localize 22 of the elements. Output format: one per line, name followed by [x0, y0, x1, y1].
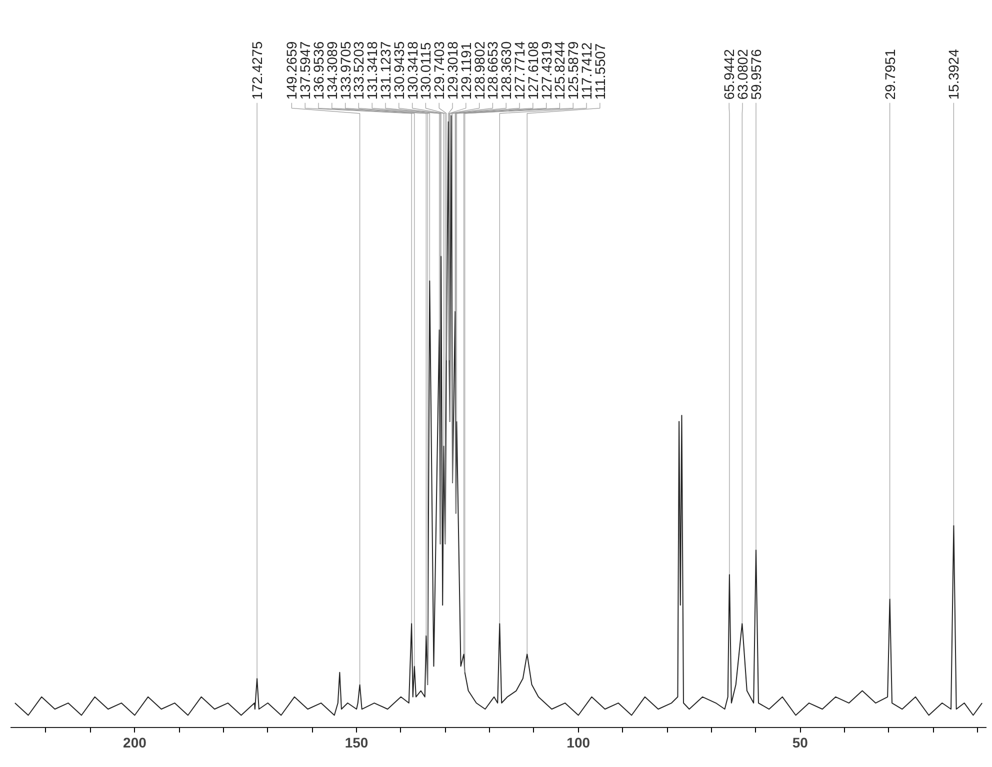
x-tick-label: 100 — [566, 734, 590, 750]
annotation: 59.9576 — [748, 48, 764, 100]
annotation: 125.5879 — [565, 41, 582, 100]
annotation: 131.3418 — [364, 41, 380, 100]
annotation: 127.4319 — [538, 41, 554, 100]
annotation: 172.4275 — [249, 41, 266, 100]
annotation: 15.3924 — [946, 48, 962, 100]
annotation: 133.5203 — [350, 41, 367, 100]
x-tick-label: 200 — [123, 734, 147, 750]
x-tick-label: 150 — [344, 734, 368, 750]
x-tick-label: 50 — [792, 734, 808, 750]
annotation: 125.8244 — [552, 41, 568, 100]
annotation: 130.3418 — [404, 41, 420, 100]
annotation: 128.9802 — [471, 41, 488, 100]
annotation: 130.0115 — [418, 42, 434, 100]
annotation: 137.5947 — [297, 41, 314, 100]
annotation: 128.3630 — [498, 41, 514, 100]
annotation: 129.7403 — [431, 41, 448, 100]
annotation: 133.9705 — [337, 41, 354, 100]
annotation: 29.7951 — [882, 48, 898, 100]
annotation: 149.2659 — [284, 41, 300, 100]
annotation: 128.6653 — [484, 41, 501, 100]
